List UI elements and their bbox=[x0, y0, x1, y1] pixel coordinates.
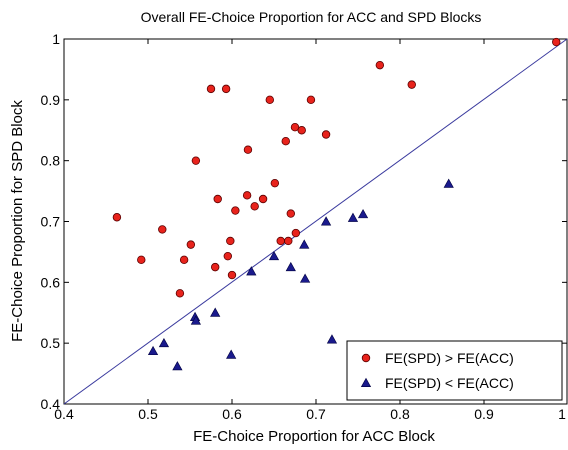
legend-box bbox=[346, 340, 563, 401]
legend: FE(SPD) > FE(ACC) FE(SPD) < FE(ACC) bbox=[346, 340, 563, 401]
data-point-circle bbox=[221, 84, 231, 94]
data-point-circle bbox=[186, 240, 196, 249]
data-point-circle bbox=[258, 194, 268, 204]
data-point-circle bbox=[243, 145, 253, 154]
data-point-circle bbox=[112, 213, 122, 222]
data-point-circle bbox=[206, 84, 216, 94]
data-point-triangle bbox=[299, 273, 311, 283]
y-axis-title: FE-Choice Proportion for SPD Block bbox=[9, 100, 26, 342]
data-point-circle bbox=[407, 80, 416, 89]
x-tick-label: 0.6 bbox=[222, 406, 242, 422]
legend-label: FE(SPD) < FE(ACC) bbox=[385, 375, 514, 391]
identity-line bbox=[63, 38, 568, 405]
data-point-circle bbox=[226, 236, 235, 246]
data-point-circle bbox=[265, 95, 274, 105]
data-point-triangle bbox=[357, 208, 369, 219]
data-point-circle bbox=[227, 270, 237, 280]
y-tick-label: 0.6 bbox=[41, 274, 61, 290]
y-tick-label: 0.7 bbox=[41, 214, 61, 230]
y-tick-label: 0.5 bbox=[41, 335, 61, 351]
x-tick-label: 0.8 bbox=[390, 406, 410, 422]
data-point-triangle bbox=[226, 349, 237, 359]
data-point-triangle bbox=[246, 266, 257, 276]
data-point-triangle bbox=[172, 361, 183, 371]
data-point-circle bbox=[175, 289, 185, 298]
series-spd-less bbox=[147, 178, 454, 371]
x-tick-label: 0.5 bbox=[138, 406, 158, 422]
data-point-circle bbox=[276, 236, 285, 246]
legend-circle-marker bbox=[361, 353, 371, 363]
data-point-circle bbox=[306, 95, 316, 105]
legend-triangle-marker bbox=[360, 377, 372, 387]
data-point-triangle bbox=[210, 307, 221, 317]
data-point-circle bbox=[297, 126, 306, 135]
data-point-circle bbox=[270, 178, 280, 188]
data-point-circle bbox=[213, 194, 222, 204]
data-point-triangle bbox=[347, 212, 359, 222]
plot-area: 0.4 0.5 0.6 0.7 0.8 0.9 1 0.4 0.5 0.6 0.7 0.8 0.9 1 bbox=[41, 31, 568, 422]
data-point-circle bbox=[375, 60, 385, 70]
x-tick-label: 0.4 bbox=[54, 406, 74, 422]
data-point-triangle bbox=[190, 315, 201, 325]
data-point-circle bbox=[223, 251, 232, 261]
data-point-circle bbox=[242, 191, 252, 200]
x-tick-label: 0.9 bbox=[474, 406, 494, 422]
y-tick-label: 1 bbox=[52, 31, 60, 47]
data-point-triangle bbox=[147, 345, 159, 356]
data-point-circle bbox=[179, 255, 189, 265]
data-point-circle bbox=[286, 209, 295, 218]
data-point-circle bbox=[281, 136, 290, 146]
data-point-circle bbox=[290, 123, 300, 132]
x-axis-title: FE-Choice Proportion for ACC Block bbox=[193, 428, 435, 445]
data-point-triangle bbox=[299, 239, 310, 249]
data-point-circle bbox=[321, 130, 331, 139]
data-point-circle bbox=[158, 225, 167, 234]
legend-label: FE(SPD) > FE(ACC) bbox=[385, 350, 514, 366]
data-point-triangle bbox=[268, 250, 280, 261]
data-point-triangle bbox=[158, 337, 170, 348]
data-point-circle bbox=[137, 255, 146, 265]
x-tick-label: 0.7 bbox=[306, 406, 326, 422]
series-spd-greater bbox=[112, 37, 561, 298]
y-tick-label: 0.9 bbox=[41, 92, 61, 108]
data-point-triangle bbox=[320, 216, 332, 226]
data-point-circle bbox=[210, 262, 220, 272]
data-point-circle bbox=[284, 236, 293, 246]
data-point-circle bbox=[291, 228, 301, 238]
y-tick-label: 0.4 bbox=[41, 396, 61, 412]
y-tick-label: 0.8 bbox=[41, 153, 61, 169]
data-point-triangle bbox=[443, 178, 454, 188]
chart-title: Overall FE-Choice Proportion for ACC and… bbox=[141, 9, 482, 25]
data-point-triangle bbox=[285, 261, 296, 272]
data-point-circle bbox=[191, 156, 201, 165]
data-point-circle bbox=[250, 202, 259, 211]
data-point-triangle bbox=[326, 334, 338, 344]
data-point-circle bbox=[231, 206, 240, 215]
x-tick-label: 1 bbox=[558, 406, 566, 422]
data-point-circle bbox=[552, 37, 561, 47]
